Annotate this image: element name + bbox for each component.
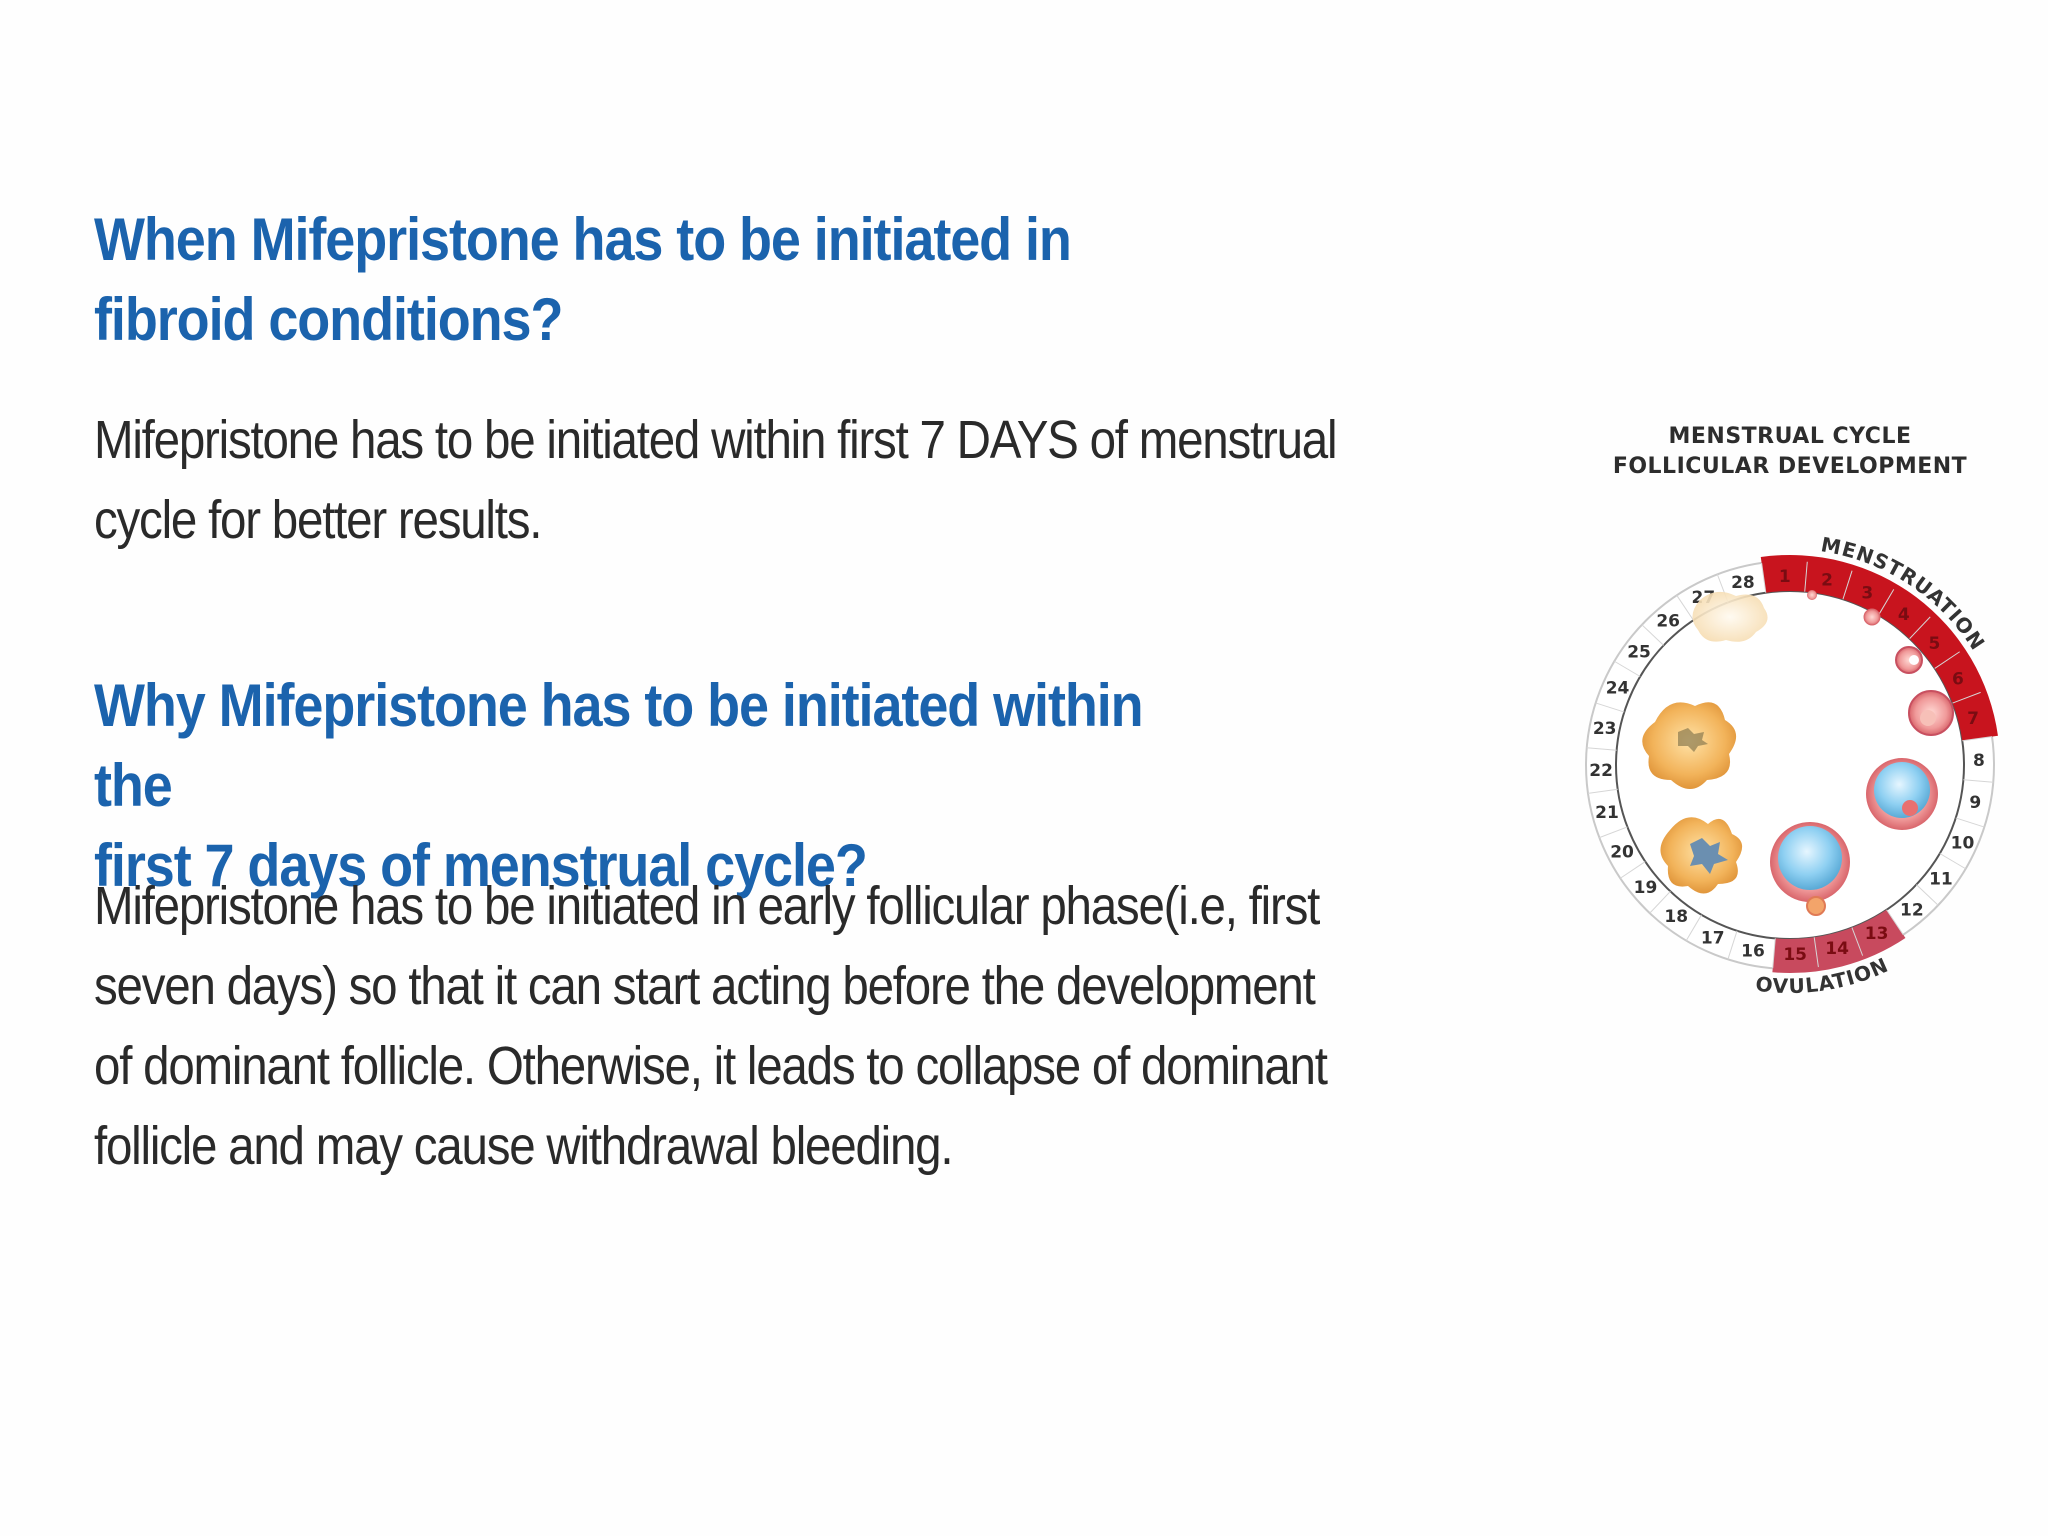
day-number-4: 4 (1898, 605, 1910, 625)
day-separator (1620, 861, 1646, 879)
heading-when: When Mifepristone has to be initiated in… (94, 206, 1072, 353)
day-separator (1963, 779, 1994, 783)
menstrual-cycle-diagram: MENSTRUAL CYCLE FOLLICULAR DEVELOPMENT (1550, 410, 2030, 1050)
day-separator (1886, 909, 1904, 935)
day-number-11: 11 (1929, 870, 1953, 890)
day-separator (1813, 937, 1819, 968)
day-separator (1952, 691, 1981, 704)
diagram-title-line2: FOLLICULAR DEVELOPMENT (1612, 454, 1968, 479)
day-separator (1676, 595, 1694, 621)
day-number-26: 26 (1656, 612, 1680, 632)
day-number-12: 12 (1900, 900, 1924, 920)
follicle-stage-5-oocyte (1902, 800, 1918, 816)
day-number-19: 19 (1634, 878, 1658, 898)
day-number-21: 21 (1595, 803, 1619, 823)
day-separator (1955, 817, 1985, 828)
day-number-15: 15 (1783, 945, 1807, 965)
day-number-13: 13 (1865, 924, 1889, 944)
day-number-23: 23 (1593, 719, 1617, 739)
day-separator (1685, 914, 1702, 941)
follicle-stage-4-core (1920, 710, 1936, 726)
follicle-stage-5 (1874, 762, 1930, 818)
day-separator (1804, 561, 1808, 592)
day-separator (1587, 788, 1618, 794)
paragraph-when-answer: Mifepristone has to be initiated within … (94, 410, 1338, 550)
day-number-16: 16 (1741, 941, 1765, 961)
day-separator (1934, 651, 1960, 669)
cycle-wheel: 1 234567891011121314151617181920212223242… (1585, 532, 1998, 998)
ovulation-band (1772, 909, 1906, 973)
diagram-title-line1: MENSTRUAL CYCLE (1668, 424, 1912, 449)
menstruation-band (1760, 555, 1998, 741)
follicle-stage-1 (1807, 590, 1817, 600)
day-separator (1878, 589, 1895, 616)
day-number-8: 8 (1973, 751, 1985, 771)
follicle-illustrations (1642, 590, 1954, 916)
ovulating-follicle (1778, 826, 1842, 890)
day-separator (1842, 570, 1853, 600)
day-number-5: 5 (1929, 634, 1941, 654)
day-number-2: 2 (1821, 571, 1833, 591)
day-number-3: 3 (1861, 584, 1873, 604)
day-number-22: 22 (1589, 761, 1613, 781)
day-separator (1916, 884, 1939, 906)
day-separator (1851, 927, 1864, 956)
day-separator (1599, 826, 1628, 839)
heading-why: Why Mifepristone has to be initiated wit… (94, 672, 1144, 899)
released-oocyte (1806, 896, 1826, 916)
corpus-luteum-early-core (1690, 838, 1728, 874)
day-separator (1772, 938, 1776, 969)
day-number-10: 10 (1951, 833, 1975, 853)
day-separator (1614, 660, 1641, 677)
follicle-stage-2 (1863, 608, 1881, 626)
day-number-20: 20 (1610, 843, 1634, 863)
corpus-luteum-mature-core (1678, 728, 1708, 752)
day-number-14: 14 (1825, 939, 1849, 959)
day-number-7: 7 (1967, 709, 1979, 729)
day-separator (1586, 747, 1617, 751)
day-separator (1595, 702, 1625, 713)
day-separator (1962, 736, 1993, 742)
paragraph-why-answer: Mifepristone has to be initiated in earl… (94, 876, 1328, 1176)
day-separator (1939, 853, 1966, 870)
day-separator (1641, 624, 1664, 646)
follicle-stage-3-core (1909, 655, 1919, 665)
day-number-6: 6 (1952, 669, 1964, 689)
day-separator (1761, 562, 1767, 593)
day-number-24: 24 (1606, 679, 1630, 699)
day-number-18: 18 (1664, 907, 1688, 927)
day-number-9: 9 (1969, 793, 1981, 813)
day-number-17: 17 (1701, 928, 1725, 948)
day-separator (1649, 891, 1671, 914)
corpus-albicans (1692, 591, 1768, 642)
day-number-28: 28 (1731, 573, 1755, 593)
day-separator (1909, 616, 1931, 639)
day-number-1: 1 (1779, 567, 1791, 587)
day-number-25: 25 (1627, 642, 1651, 662)
day-separator (1727, 930, 1738, 960)
